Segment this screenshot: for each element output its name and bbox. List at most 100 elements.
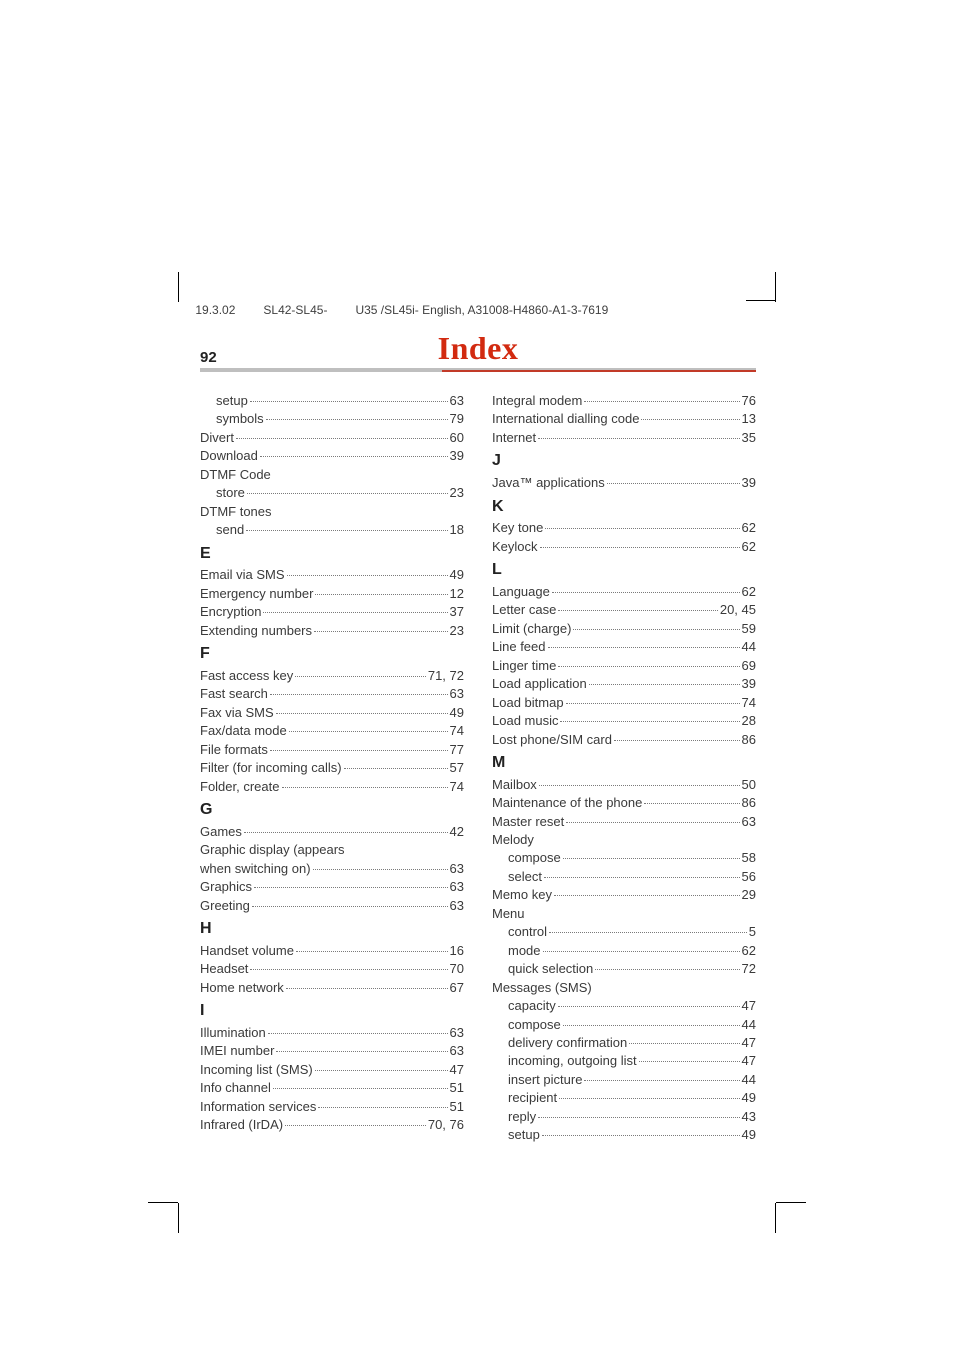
index-entry: Graphics63 <box>200 878 464 896</box>
index-entry-label: Mailbox <box>492 776 537 794</box>
leader-dots <box>236 438 448 439</box>
index-entry: Emergency number 12 <box>200 585 464 603</box>
leader-dots <box>247 493 448 494</box>
index-entry-page: 28 <box>742 712 756 730</box>
leader-dots <box>614 740 740 741</box>
index-entry-page: 39 <box>742 474 756 492</box>
index-section-letter: L <box>492 559 756 582</box>
leader-dots <box>270 694 448 695</box>
index-entry-label: Graphic display (appears <box>200 841 345 859</box>
index-entry-label: International dialling code <box>492 410 639 428</box>
index-entry-page: 77 <box>450 741 464 759</box>
index-entry-label: Download <box>200 447 258 465</box>
index-entry-label: Divert <box>200 429 234 447</box>
crop-mark <box>775 272 776 302</box>
index-entry-page: 67 <box>450 979 464 997</box>
index-section-letter: I <box>200 1000 464 1023</box>
index-entry: Fast access key 71, 72 <box>200 667 464 685</box>
leader-dots <box>276 713 448 714</box>
index-entry-label: Limit (charge) <box>492 620 571 638</box>
index-entry: control5 <box>492 923 756 941</box>
index-entry: reply43 <box>492 1108 756 1126</box>
index-entry-page: 44 <box>742 1071 756 1089</box>
crop-mark <box>178 1203 179 1233</box>
index-entry: Greeting 63 <box>200 897 464 915</box>
leader-dots <box>540 547 740 548</box>
index-entry: send18 <box>200 521 464 539</box>
index-entry-label: Greeting <box>200 897 250 915</box>
index-entry-label: Infrared (IrDA) <box>200 1116 283 1134</box>
index-section-letter: F <box>200 643 464 666</box>
index-entry-label: Emergency number <box>200 585 313 603</box>
leader-dots <box>285 1125 426 1126</box>
title-row: 92 Index <box>200 330 756 370</box>
index-entry-page: 39 <box>450 447 464 465</box>
index-entry: Menu <box>492 905 756 923</box>
index-entry-page: 63 <box>450 685 464 703</box>
index-entry-label: Maintenance of the phone <box>492 794 642 812</box>
index-entry-label: Fast access key <box>200 667 293 685</box>
leader-dots <box>313 869 448 870</box>
index-entry: Load bitmap74 <box>492 694 756 712</box>
index-entry-label: setup <box>216 392 248 410</box>
index-entry-page: 23 <box>450 484 464 502</box>
index-entry-label: DTMF Code <box>200 466 271 484</box>
index-entry-label: Headset <box>200 960 248 978</box>
index-entry-page: 69 <box>742 657 756 675</box>
leader-dots <box>563 858 740 859</box>
index-entry: Extending numbers23 <box>200 622 464 640</box>
index-entry-label: Load bitmap <box>492 694 564 712</box>
index-entry: recipient49 <box>492 1089 756 1107</box>
index-entry: IMEI number63 <box>200 1042 464 1060</box>
index-entry: Lost phone/SIM card86 <box>492 731 756 749</box>
index-entry-label: Integral modem <box>492 392 582 410</box>
index-entry-page: 86 <box>742 731 756 749</box>
index-entry: Key tone62 <box>492 519 756 537</box>
index-entry: Divert60 <box>200 429 464 447</box>
leader-dots <box>270 750 448 751</box>
index-entry-label: IMEI number <box>200 1042 274 1060</box>
index-entry: Headset70 <box>200 960 464 978</box>
index-entry-page: 62 <box>742 942 756 960</box>
index-entry: Graphic display (appears <box>200 841 464 859</box>
index-entry-label: symbols <box>216 410 264 428</box>
leader-dots <box>548 647 740 648</box>
leader-dots <box>276 1051 447 1052</box>
leader-dots <box>644 803 739 804</box>
leader-dots <box>558 1006 740 1007</box>
index-entry-page: 44 <box>742 1016 756 1034</box>
index-entry-page: 42 <box>450 823 464 841</box>
index-entry-label: Menu <box>492 905 525 923</box>
index-entry: Infrared (IrDA) 70, 76 <box>200 1116 464 1134</box>
index-entry-page: 43 <box>742 1108 756 1126</box>
index-entry-label: Info channel <box>200 1079 271 1097</box>
leader-dots <box>315 594 447 595</box>
index-entry-page: 71, 72 <box>428 667 464 685</box>
index-entry: compose58 <box>492 849 756 867</box>
index-entry-label: setup <box>508 1126 540 1144</box>
doc-header: 19.3.02SL42-SL45-U35 /SL45i- English, A3… <box>182 289 608 331</box>
index-entry: Info channel51 <box>200 1079 464 1097</box>
leader-dots <box>560 721 739 722</box>
leader-dots <box>589 684 740 685</box>
leader-dots <box>566 822 739 823</box>
leader-dots <box>260 456 448 457</box>
leader-dots <box>545 528 739 529</box>
leader-dots <box>538 1117 739 1118</box>
index-entry-page: 29 <box>742 886 756 904</box>
index-entry-page: 51 <box>450 1098 464 1116</box>
index-entry-page: 23 <box>450 622 464 640</box>
index-entry-page: 39 <box>742 675 756 693</box>
index-entry-page: 62 <box>742 519 756 537</box>
index-entry: Melody <box>492 831 756 849</box>
index-entry-label: Master reset <box>492 813 564 831</box>
index-entry-page: 70, 76 <box>428 1116 464 1134</box>
index-entry-page: 12 <box>450 585 464 603</box>
leader-dots <box>573 629 739 630</box>
index-entry-page: 62 <box>742 583 756 601</box>
index-entry-page: 63 <box>450 897 464 915</box>
index-entry-page: 49 <box>742 1126 756 1144</box>
index-entry-label: control <box>508 923 547 941</box>
leader-dots <box>544 877 740 878</box>
rule-red <box>442 370 756 372</box>
